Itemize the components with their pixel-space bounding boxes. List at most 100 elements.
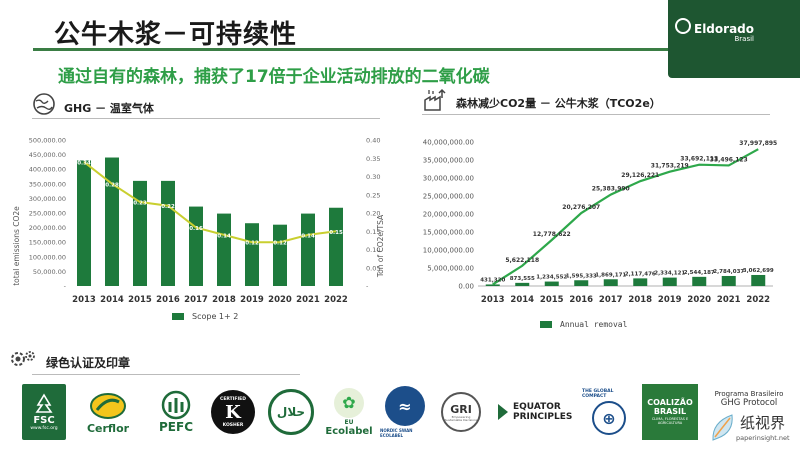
globe-icon bbox=[33, 93, 55, 115]
emission-bar bbox=[217, 213, 231, 286]
brand-sub: Brasil bbox=[734, 35, 754, 43]
kosher-top: CERTIFIED bbox=[220, 396, 246, 402]
x-tick-label: 2017 bbox=[184, 295, 208, 305]
chart1-legend: Scope 1+ 2 bbox=[172, 312, 238, 321]
certifications-rule bbox=[32, 374, 300, 375]
coalizao-line2: BRASIL bbox=[653, 407, 687, 417]
x-tick-label: 2015 bbox=[128, 295, 152, 305]
x-tick-label: 2018 bbox=[212, 295, 236, 305]
watermark-leaf-icon bbox=[712, 414, 733, 441]
eu-flower-icon: ✿ bbox=[342, 393, 356, 412]
y-tick-label: 15,000,000.00 bbox=[423, 229, 474, 237]
intensity-line bbox=[83, 161, 337, 244]
kosher-logo: CERTIFIED K KOSHER bbox=[210, 384, 256, 440]
emission-bar bbox=[161, 180, 175, 286]
watermark-name: 纸视界 bbox=[740, 414, 786, 432]
x-tick-label: 2019 bbox=[240, 295, 264, 305]
line-value-label: 33,496,123 bbox=[710, 156, 748, 163]
intensity-value-label: 0.22 bbox=[161, 204, 175, 210]
ecolabel-eu: EU bbox=[344, 418, 354, 426]
line-value-label: 20,276,207 bbox=[562, 204, 600, 211]
ecolabel-label: Ecolabel bbox=[325, 425, 373, 437]
equator-principles-logo: EQUATOR PRINCIPLES bbox=[496, 384, 574, 440]
y-tick-label: 25,000,000.00 bbox=[423, 193, 474, 201]
brand-panel bbox=[668, 0, 800, 78]
y-tick-label: 200,000.00 bbox=[29, 224, 66, 232]
x-tick-label: 2014 bbox=[100, 295, 124, 305]
fsc-logo: FSC www.fsc.org bbox=[22, 384, 66, 440]
y2-tick-label: 0.30 bbox=[366, 173, 380, 181]
chart2-legend-swatch bbox=[540, 321, 552, 328]
equator-triangle-icon bbox=[498, 404, 508, 420]
cerflor-label: Cerflor bbox=[86, 421, 130, 435]
annual-removal-bar bbox=[603, 279, 618, 286]
co2-removal-chart: 0.00 5,000,000.00 10,000,000.00 15,000,000.… bbox=[423, 139, 777, 306]
pefc-trees-icon bbox=[161, 390, 191, 420]
cumulative-line bbox=[492, 148, 759, 286]
line-value-label: 25,383,990 bbox=[592, 186, 630, 193]
x-tick-label: 2015 bbox=[540, 295, 564, 305]
brand-logo: Eldorado Brasil bbox=[694, 22, 754, 43]
annual-removal-bar bbox=[633, 278, 648, 286]
bar-value-label: 431,320 bbox=[480, 277, 505, 283]
annual-removal-bar bbox=[721, 275, 736, 286]
y-tick-label: 0.00 bbox=[458, 283, 474, 291]
annual-removal-bar bbox=[515, 282, 530, 286]
y-tick-label: - bbox=[64, 283, 67, 291]
x-tick-label: 2021 bbox=[296, 295, 320, 305]
gear-cluster-icon bbox=[11, 351, 35, 366]
global-compact-label: THE GLOBAL COMPACT bbox=[582, 389, 614, 399]
kosher-k: K bbox=[225, 401, 241, 423]
emission-bar bbox=[273, 224, 287, 286]
bar-value-label: 1,869,171 bbox=[595, 272, 626, 278]
ghg-emissions-chart: - 50,000.00 100,000.00 150,000.00 200,000.00… bbox=[12, 137, 385, 306]
y2-tick-label: - bbox=[366, 283, 369, 291]
bar-value-label: 3,062,699 bbox=[743, 268, 774, 274]
bar-value-label: 2,544,187 bbox=[684, 270, 715, 276]
eldorado-logo-icon bbox=[675, 18, 691, 34]
halal-logo: حلال bbox=[266, 384, 316, 440]
annual-removal-bar bbox=[574, 280, 589, 286]
page-title: 公牛木浆－可持续性 bbox=[54, 20, 298, 50]
intensity-value-label: 0.12 bbox=[245, 241, 259, 247]
globe-wreath-icon: ⊕ bbox=[602, 408, 616, 428]
pefc-label: PEFC bbox=[159, 420, 193, 434]
y-tick-label: 35,000,000.00 bbox=[423, 157, 474, 165]
intensity-value-label: 0.14 bbox=[301, 233, 315, 239]
y-tick-label: 20,000,000.00 bbox=[423, 211, 474, 219]
x-tick-label: 2014 bbox=[510, 295, 534, 305]
line-value-label: 33,692,113 bbox=[680, 156, 718, 163]
equator-line2: PRINCIPLES bbox=[513, 412, 573, 422]
y2-tick-label: 0.20 bbox=[366, 210, 380, 218]
annual-removal-bar bbox=[485, 284, 500, 286]
chart1-legend-swatch bbox=[172, 313, 184, 320]
chart1-legend-label: Scope 1+ 2 bbox=[192, 312, 239, 321]
swan-label: NORDIC SWAN ECOLABEL bbox=[380, 428, 413, 438]
x-tick-label: 2020 bbox=[268, 295, 292, 305]
intensity-value-label: 0.16 bbox=[189, 226, 203, 232]
ghg-section-rule bbox=[32, 118, 380, 119]
x-tick-label: 2013 bbox=[481, 295, 505, 305]
y2-tick-label: 0.40 bbox=[366, 137, 380, 145]
line-value-label: 37,997,895 bbox=[739, 140, 777, 147]
x-tick-label: 2016 bbox=[569, 295, 593, 305]
gri-label: GRI bbox=[450, 402, 472, 416]
emission-bar bbox=[329, 207, 343, 286]
y-tick-label: 250,000.00 bbox=[29, 210, 66, 218]
intensity-value-label: 0.28 bbox=[105, 182, 119, 188]
y-tick-label: 40,000,000.00 bbox=[423, 139, 474, 147]
intensity-value-label: 0.34 bbox=[77, 160, 91, 166]
x-tick-label: 2020 bbox=[687, 295, 711, 305]
certifications-section-title: 绿色认证及印章 bbox=[46, 356, 131, 370]
x-tick-label: 2022 bbox=[746, 295, 770, 305]
global-compact-logo: THE GLOBAL COMPACT ⊕ bbox=[582, 384, 636, 440]
bar-value-label: 2,334,121 bbox=[654, 271, 685, 277]
x-tick-label: 2017 bbox=[599, 295, 623, 305]
cerflor-leaf-icon bbox=[90, 392, 126, 419]
line-value-label: 31,753,219 bbox=[651, 163, 689, 170]
factory-arrow-icon bbox=[424, 88, 446, 111]
bar-value-label: 2,117,476 bbox=[625, 271, 656, 277]
line-value-label: 12,778,622 bbox=[533, 231, 571, 238]
intensity-value-label: 0.12 bbox=[273, 241, 287, 247]
y-tick-label: 50,000.00 bbox=[33, 268, 66, 276]
